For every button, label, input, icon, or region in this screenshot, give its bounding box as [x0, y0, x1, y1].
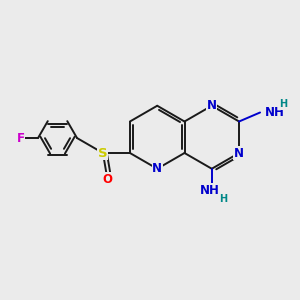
Text: O: O: [102, 173, 112, 186]
Text: N: N: [152, 162, 162, 175]
Text: F: F: [16, 131, 25, 145]
Text: H: H: [279, 99, 287, 109]
Text: N: N: [207, 99, 217, 112]
Text: NH: NH: [265, 106, 284, 119]
Text: H: H: [219, 194, 227, 204]
Text: N: N: [234, 146, 244, 160]
Text: NH: NH: [200, 184, 220, 197]
Text: S: S: [98, 146, 108, 160]
